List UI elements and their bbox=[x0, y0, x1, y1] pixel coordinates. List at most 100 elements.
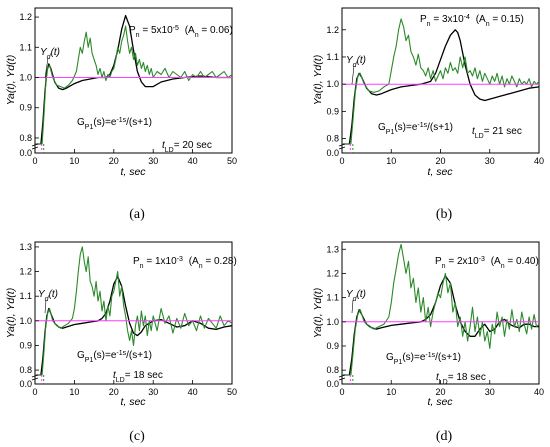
x-tick-label: 10 bbox=[69, 156, 79, 166]
x-tick-label: 30 bbox=[485, 156, 495, 166]
panel-caption: (c) bbox=[129, 429, 145, 444]
pn-annotation: Pn = 2x10-3 (An = 0.40) bbox=[435, 256, 539, 270]
yd-pointer bbox=[44, 57, 49, 79]
tld-annotation: tLD= 18 sec bbox=[113, 370, 163, 384]
x-tick-label: 10 bbox=[386, 156, 396, 166]
series-layer bbox=[35, 246, 233, 384]
x-tick-label: 50 bbox=[227, 387, 237, 397]
x-axis-label: t, sec bbox=[427, 166, 453, 178]
axis-break-mark bbox=[338, 374, 346, 378]
y-axis-label: Ya(t), Yd(t) bbox=[5, 55, 17, 105]
x-tick-label: 20 bbox=[435, 156, 445, 166]
tick-layer: 1.3 1.2 1.1 1.0 0.9 0.8 0.00 10 20 30 40 50 bbox=[19, 242, 237, 397]
plot-frame bbox=[34, 7, 233, 154]
series-ya bbox=[35, 246, 233, 376]
y-tick-label: 1.1 bbox=[19, 291, 32, 301]
panel-b: 1.2 1.1 1.0 0.9 0.8 0.00 10 20 30 40 Pn = 3x10-4 … bbox=[312, 7, 544, 222]
series-layer bbox=[35, 14, 233, 153]
x-tick-label: 40 bbox=[534, 387, 544, 397]
pn-annotation: Pn = 3x10-4 (An = 0.15) bbox=[420, 14, 524, 28]
axis-break-mark bbox=[31, 377, 39, 381]
x-tick-label: 50 bbox=[227, 156, 237, 166]
y-tick-label: 1.3 bbox=[326, 244, 339, 254]
yd-pointer bbox=[44, 299, 47, 314]
series-ya bbox=[35, 25, 233, 145]
y-tick-label: 1.0 bbox=[326, 317, 339, 327]
panel-caption: (b) bbox=[436, 207, 453, 222]
y-tick-label: 0.0 bbox=[19, 379, 32, 389]
x-axis-label: t, sec bbox=[120, 166, 146, 178]
y-tick-label: 0.0 bbox=[326, 379, 339, 389]
tld-annotation: tLD= 20 sec bbox=[162, 140, 212, 154]
x-tick-label: 40 bbox=[534, 156, 544, 166]
x-axis-label: t, sec bbox=[120, 396, 146, 408]
x-tick-label: 30 bbox=[148, 387, 158, 397]
x-tick-label: 40 bbox=[188, 156, 198, 166]
yd-annotation: Yd(t) bbox=[38, 289, 58, 303]
transfer-function: GP1(s)=e-1s/(s+1) bbox=[77, 117, 152, 131]
x-tick-label: 10 bbox=[386, 387, 396, 397]
axis-break-mark bbox=[338, 146, 346, 150]
series-ya bbox=[342, 243, 540, 376]
x-axis-label: t, sec bbox=[427, 396, 453, 408]
panel-caption: (a) bbox=[129, 207, 145, 222]
tld-annotation: tLD= 21 sec bbox=[472, 126, 522, 140]
yd-annotation: Yd(t) bbox=[346, 289, 366, 303]
x-tick-label: 30 bbox=[148, 156, 158, 166]
pn-annotation: Pn = 5x10-5 (An = 0.06) bbox=[129, 25, 233, 39]
yd-pointer bbox=[351, 299, 354, 314]
axis-break-mark bbox=[31, 143, 39, 147]
y-tick-label: 0.9 bbox=[326, 341, 339, 351]
x-tick-label: 40 bbox=[188, 387, 198, 397]
y-tick-label: 1.2 bbox=[326, 268, 339, 278]
axis-break-mark bbox=[31, 146, 39, 150]
panel-a: 1.2 1.1 1.0 0.9 0.8 0.00 10 20 30 40 50 Pn = 5x10-… bbox=[5, 7, 237, 222]
tick-layer: 1.3 1.2 1.1 1.0 0.9 0.8 0.00 10 20 30 40 bbox=[326, 244, 544, 397]
axis-break-mark bbox=[31, 374, 39, 378]
y-tick-label: 1.1 bbox=[19, 42, 32, 52]
x-tick-label: 0 bbox=[339, 156, 344, 166]
pn-annotation: Pn = 1x10-3 (An = 0.28) bbox=[133, 256, 237, 270]
transfer-function: GP1(s)=e-1s/(s+1) bbox=[77, 350, 152, 364]
tld-annotation: tLD= 18 sec bbox=[436, 372, 486, 386]
y-tick-label: 0.0 bbox=[19, 148, 32, 158]
tick-layer: 1.2 1.1 1.0 0.9 0.8 0.00 10 20 30 40 bbox=[326, 25, 544, 166]
x-tick-label: 0 bbox=[339, 387, 344, 397]
x-tick-label: 20 bbox=[435, 387, 445, 397]
y-tick-label: 0.9 bbox=[326, 106, 339, 116]
x-tick-label: 10 bbox=[69, 387, 79, 397]
x-tick-label: 0 bbox=[32, 156, 37, 166]
axis-break-mark bbox=[338, 143, 346, 147]
plot-frame bbox=[34, 241, 233, 385]
y-tick-label: 1.0 bbox=[19, 73, 32, 83]
x-tick-label: 20 bbox=[109, 156, 119, 166]
transfer-function: GP1(s)=e-1s/(s+1) bbox=[378, 122, 453, 136]
y-tick-label: 0.0 bbox=[326, 148, 339, 158]
yd-annotation: Yd(t) bbox=[346, 55, 366, 69]
x-tick-label: 20 bbox=[109, 387, 119, 397]
y-tick-label: 0.8 bbox=[326, 134, 339, 144]
transfer-function: GP1(s)=e-1s/(s+1) bbox=[386, 352, 461, 366]
y-tick-label: 0.9 bbox=[19, 340, 32, 350]
y-tick-label: 1.2 bbox=[326, 25, 339, 35]
series-layer bbox=[342, 18, 540, 153]
y-axis-label: Ya(t), Yd(t) bbox=[5, 288, 17, 338]
yd-annotation: Yd(t) bbox=[40, 47, 60, 61]
panel-d: 1.3 1.2 1.1 1.0 0.9 0.8 0.00 10 20 30 40 Pn = 2x10… bbox=[312, 241, 544, 444]
y-axis-label: Ya(t), Yd(t) bbox=[312, 55, 324, 105]
y-tick-label: 1.0 bbox=[326, 79, 339, 89]
y-tick-label: 0.8 bbox=[19, 133, 32, 143]
x-tick-label: 0 bbox=[32, 387, 37, 397]
y-axis-label: Ya(t), Yd(t) bbox=[312, 288, 324, 338]
y-tick-label: 1.2 bbox=[19, 12, 32, 22]
yd-pointer bbox=[351, 65, 355, 85]
series-layer bbox=[342, 243, 540, 384]
y-tick-label: 1.1 bbox=[326, 293, 339, 303]
y-tick-label: 0.8 bbox=[19, 365, 32, 375]
tick-layer: 1.2 1.1 1.0 0.9 0.8 0.00 10 20 30 40 50 bbox=[19, 12, 237, 166]
x-tick-label: 30 bbox=[485, 387, 495, 397]
y-tick-label: 1.3 bbox=[19, 242, 32, 252]
y-tick-label: 0.9 bbox=[19, 103, 32, 113]
y-tick-label: 1.1 bbox=[326, 52, 339, 62]
